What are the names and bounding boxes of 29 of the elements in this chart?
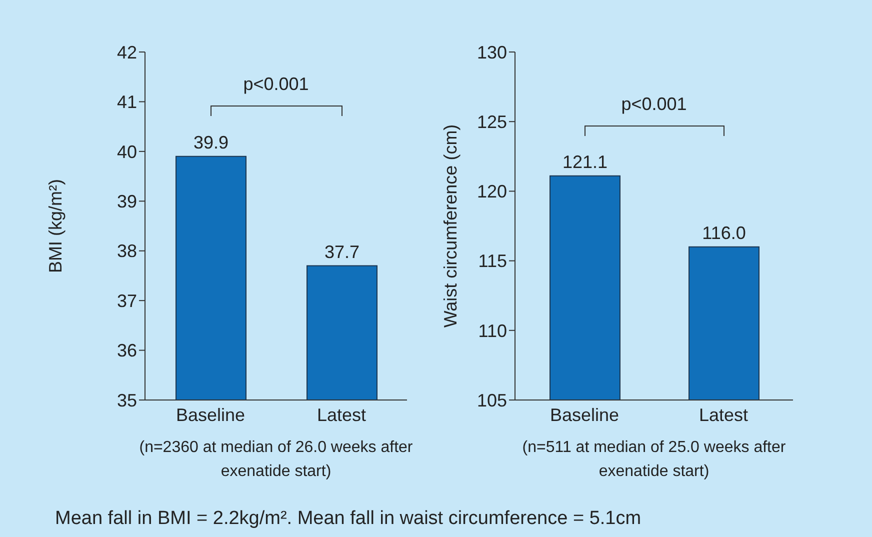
x-tick-label: Baseline	[550, 404, 620, 425]
y-tick-label: 105	[476, 390, 507, 410]
y-tick-label: 37	[116, 290, 137, 311]
y-tick-label: 110	[478, 320, 507, 341]
y-tick-label: 36	[116, 340, 137, 361]
data-label: 37.7	[324, 242, 360, 262]
x-axis-title: (n=2360 at median of 26.0 weeks after exenatide start)	[138, 438, 414, 482]
x-tick-label: Latest	[316, 404, 366, 425]
y-tick-label: 42	[116, 42, 137, 62]
annotation: p<0.001	[242, 74, 310, 96]
x-axis-title: (n=511 at median of 25.0 weeks after exenatide start)	[521, 438, 787, 482]
y-axis-title: Waist circumference (cm)	[440, 124, 460, 328]
y-tick-label: 125	[476, 112, 507, 132]
data-label: 121.1	[562, 152, 608, 172]
y-tick-label: 35	[116, 390, 137, 410]
y-tick-label: 40	[116, 142, 137, 162]
y-tick-label: 120	[476, 182, 507, 202]
text: Mean fall in BMI = 2.2kg/m². Mean fall in waist circumference = 5.1cm	[55, 508, 642, 530]
y-tick-label: 115	[478, 251, 507, 272]
y-tick-label: 39	[116, 192, 137, 212]
y-axis-title: BMI (kg/m²)	[45, 179, 66, 273]
y-tick-label: 130	[476, 42, 507, 62]
y-tick-label: 38	[116, 241, 137, 262]
data-label: 39.9	[193, 132, 229, 152]
data-label: 116.0	[702, 222, 746, 243]
y-tick-label: 41	[116, 92, 137, 112]
x-tick-label: Baseline	[176, 404, 246, 425]
annotation: p<0.001	[620, 94, 688, 115]
x-tick-label: Latest	[698, 404, 748, 425]
